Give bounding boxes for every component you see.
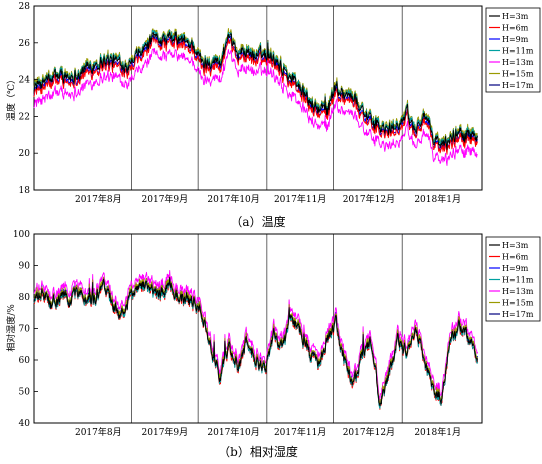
legend-entry: H=11m <box>502 276 534 285</box>
y-tick-label: 80 <box>19 293 31 303</box>
x-tick-label: 2017年9月 <box>142 426 189 438</box>
legend-entry: H=6m <box>502 24 529 33</box>
temperature-legend: H=3m H=6m H=9m H=11m H=13m H=15m H=17m <box>485 7 541 93</box>
y-tick-label: 40 <box>19 419 31 429</box>
humidity-y-ticks: 40 50 60 70 80 90 100 <box>13 230 38 429</box>
y-tick-label: 100 <box>13 230 30 240</box>
x-tick-label: 2018年1月 <box>414 193 461 205</box>
x-tick-label: 2017年12月 <box>343 426 395 438</box>
legend-entry: H=15m <box>502 70 534 79</box>
x-tick-label: 2017年9月 <box>142 193 189 205</box>
series-line-H=3m <box>33 276 479 407</box>
series-line-H=13m <box>33 48 478 166</box>
legend-entry: H=3m <box>502 12 529 21</box>
x-tick-label: 2017年10月 <box>207 193 259 205</box>
x-tick-label: 2017年12月 <box>343 193 395 205</box>
legend-entry: H=13m <box>502 58 534 67</box>
legend-entry: H=6m <box>502 253 529 262</box>
y-tick-label: 22 <box>19 112 30 122</box>
y-tick-label: 18 <box>19 186 31 196</box>
legend-entry: H=15m <box>502 299 534 308</box>
humidity-ylabel: 相对湿度/% <box>5 304 17 352</box>
legend-entry: H=9m <box>502 264 529 273</box>
temperature-y-ticks: 18 20 22 24 26 28 <box>19 2 38 196</box>
legend-entry: H=11m <box>502 47 534 56</box>
y-tick-label: 50 <box>19 388 31 398</box>
x-tick-label: 2017年11月 <box>274 193 326 205</box>
legend-entry: H=17m <box>502 81 534 90</box>
humidity-caption: （b）相对湿度 <box>218 444 298 459</box>
y-tick-label: 20 <box>19 149 31 159</box>
x-tick-label: 2017年10月 <box>207 426 259 438</box>
humidity-x-ticks: 2017年8月 2017年9月 2017年10月 2017年11月 2017年12月 20… <box>75 426 461 438</box>
temperature-ylabel: 温度（℃） <box>5 75 17 121</box>
humidity-series <box>33 270 479 410</box>
y-tick-label: 90 <box>19 262 31 272</box>
temperature-caption: （a）温度 <box>230 214 285 229</box>
temperature-plot-frame <box>33 5 483 191</box>
temperature-x-ticks: 2017年8月 2017年9月 2017年10月 2017年11月 2017年12月 20… <box>75 193 461 205</box>
series-line-H=6m <box>33 36 479 155</box>
temperature-series <box>33 27 479 166</box>
humidity-legend: H=3m H=6m H=9m H=11m H=13m H=15m H=17m <box>485 236 541 322</box>
y-tick-label: 70 <box>19 325 31 335</box>
legend-entry: H=3m <box>502 241 529 250</box>
series-line-H=13m <box>33 270 479 401</box>
legend-entry: H=17m <box>502 310 534 319</box>
legend-entry: H=13m <box>502 287 534 296</box>
x-tick-label: 2017年8月 <box>75 193 122 205</box>
x-tick-label: 2017年8月 <box>75 426 122 438</box>
y-tick-label: 26 <box>19 39 31 49</box>
series-line-H=3m <box>33 31 479 151</box>
x-tick-label: 2018年1月 <box>414 426 461 438</box>
x-tick-label: 2017年11月 <box>274 426 326 438</box>
humidity-plot-frame <box>33 233 483 424</box>
y-tick-label: 60 <box>19 356 31 366</box>
temperature-gridlines <box>131 6 403 190</box>
y-tick-label: 28 <box>19 2 31 12</box>
y-tick-label: 24 <box>19 76 31 86</box>
legend-entry: H=9m <box>502 35 529 44</box>
